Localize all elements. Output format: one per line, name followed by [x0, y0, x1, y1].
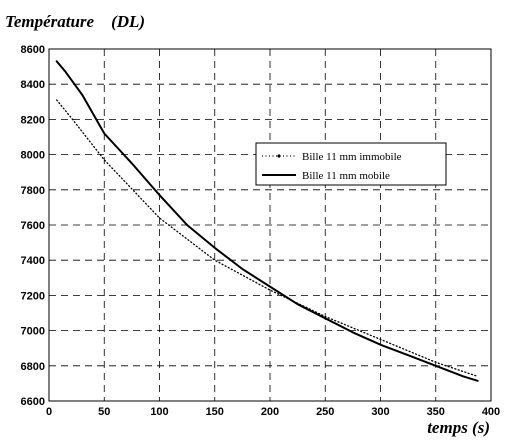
y-tick-label: 8400: [21, 79, 45, 91]
x-tick-label: 50: [98, 406, 110, 418]
y-tick-label: 7600: [21, 220, 45, 232]
y-tick-label: 8600: [21, 44, 45, 56]
x-tick-label: 150: [206, 406, 224, 418]
x-tick-label: 400: [482, 406, 500, 418]
x-tick-label: 0: [46, 406, 52, 418]
y-tick-labels: 6600 6800 7000 7200 7400 7600 7800 8000 8200 8400…: [21, 44, 45, 408]
legend: Bille 11 mm immobile Bille 11 mm mobile: [255, 142, 447, 186]
x-tick-label: 300: [371, 406, 389, 418]
plot-frame: [48, 48, 492, 402]
series-line-1: [56, 99, 479, 378]
x-axis-label: temps (s): [427, 418, 490, 437]
x-tick-label: 350: [427, 406, 445, 418]
legend-marker: [277, 154, 281, 158]
x-tick-label: 100: [150, 406, 168, 418]
legend-label: Bille 11 mm mobile: [302, 170, 390, 182]
chart-title: Température (DL): [5, 12, 145, 31]
y-tick-label: 7800: [21, 185, 45, 197]
series-line-2: [55, 60, 479, 382]
y-tick-label: 8200: [21, 114, 45, 126]
legend-box: [255, 142, 447, 186]
series-lines: [55, 60, 479, 382]
x-tick-label: 250: [316, 406, 334, 418]
y-tick-label: 6600: [21, 396, 45, 408]
x-tick-labels: 0 50 100 150 200 250 300 350 400: [46, 406, 500, 418]
y-tick-label: 8000: [21, 150, 45, 162]
x-tick-label: 200: [261, 406, 279, 418]
y-tick-label: 7000: [21, 326, 45, 338]
grid-lines: [49, 49, 491, 401]
y-tick-label: 7400: [21, 255, 45, 267]
legend-label: Bille 11 mm immobile: [302, 151, 402, 163]
y-tick-label: 7200: [21, 290, 45, 302]
y-tick-label: 6800: [21, 361, 45, 373]
